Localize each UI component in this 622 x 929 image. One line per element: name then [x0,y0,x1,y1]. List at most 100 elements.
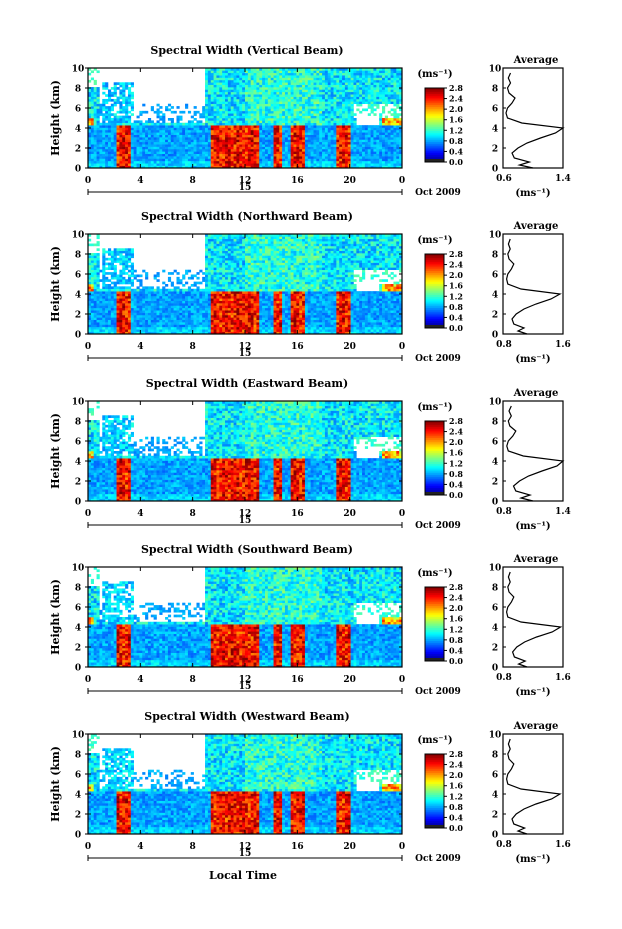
heatmap-cell [350,79,354,83]
heatmap-cell [116,305,120,309]
heatmap-cell [110,120,114,124]
heatmap-cell [253,94,257,97]
heatmap-cell [376,163,380,166]
heatmap-cell [236,118,240,121]
heatmap-cell [267,165,271,169]
heatmap-cell [93,262,97,266]
heatmap-cell [253,146,257,150]
heatmap-cell [139,156,143,159]
heatmap-cell [282,110,286,114]
heatmap-cell [93,160,97,164]
heatmap-cell [119,293,123,297]
heatmap-cell [382,165,386,169]
heatmap-cell [119,257,123,261]
heatmap-cell [130,295,134,299]
heatmap-cell [147,118,152,121]
heatmap-cell [359,146,363,150]
heatmap-cell [330,153,334,157]
heatmap-cell [150,312,154,316]
heatmap-cell [253,103,257,107]
heatmap-cell [116,312,120,316]
heatmap-cell [173,303,177,306]
heatmap-cell [145,326,149,330]
heatmap-cell [187,276,192,280]
heatmap-cell [225,151,229,155]
heatmap-cell [170,144,174,147]
heatmap-cell [327,151,331,155]
heatmap-cell [105,305,109,309]
heatmap-cell [327,84,331,88]
heatmap-cell [102,132,106,135]
heatmap-cell [96,156,100,159]
heatmap-cell [239,137,243,140]
heatmap-cell [165,293,169,297]
heatmap-cell [182,317,186,321]
heatmap-cell [273,127,277,131]
heatmap-cell [364,77,369,81]
heatmap-cell [99,137,103,140]
heatmap-cell [245,96,249,100]
heatmap-cell [162,324,166,328]
heatmap-cell [207,91,212,95]
heatmap-cell [313,87,317,90]
heatmap-cell [302,75,306,78]
heatmap-cell [90,89,94,93]
heatmap-cell [253,165,257,169]
heatmap-cell [399,132,403,135]
heatmap-cell [190,293,194,297]
heatmap-cell [213,79,217,83]
heatmap-cell [264,96,269,100]
heatmap-cell [279,82,283,85]
heatmap-cell [150,295,154,299]
heatmap-cell [336,122,340,126]
heatmap-cell [313,127,317,131]
heatmap-cell [350,87,354,90]
heatmap-cell [247,96,251,100]
heatmap-cell [88,295,92,299]
heatmap-cell [205,132,209,135]
heatmap-cell [205,148,209,152]
heatmap-cell [362,70,366,74]
heatmap-cell [125,293,129,297]
heatmap-cell [107,314,112,318]
y-tick-label: 6 [75,105,81,115]
colorbar-step [425,121,444,124]
heatmap-cell [125,314,129,318]
heatmap-cell [250,139,254,143]
heatmap-cell [153,153,157,157]
heatmap-cell [99,106,103,109]
heatmap-cell [93,122,97,126]
heatmap-cell [167,307,172,311]
heatmap-cell [127,248,132,251]
heatmap-cell [307,118,311,121]
heatmap-cell [396,101,400,105]
heatmap-cell [239,106,243,109]
heatmap-cell [90,106,94,109]
heatmap-cell [216,137,220,140]
heatmap-cell [127,134,132,138]
heatmap-cell [185,137,189,140]
heatmap-cell [290,132,294,135]
colorbar-step [425,91,444,94]
heatmap-cell [193,291,197,294]
heatmap-cell [110,312,114,316]
heatmap-cell [222,68,226,71]
heatmap-cell [319,68,323,71]
heatmap-cell [173,295,177,299]
heatmap-cell [185,146,189,150]
heatmap-cell [88,322,92,325]
heatmap-cell [170,288,174,292]
heatmap-cell [379,87,383,90]
heatmap-cell [304,122,309,126]
heatmap-cell [107,272,112,275]
heatmap-cell [193,274,197,278]
heatmap-cell [390,129,394,133]
heatmap-cell [122,106,126,109]
heatmap-cell [113,115,117,119]
heatmap-cell [162,120,166,124]
heatmap-cell [173,291,177,294]
heatmap-cell [227,103,232,107]
heatmap-cell [387,160,391,164]
heatmap-cell [299,108,303,112]
heatmap-cell [119,103,123,107]
